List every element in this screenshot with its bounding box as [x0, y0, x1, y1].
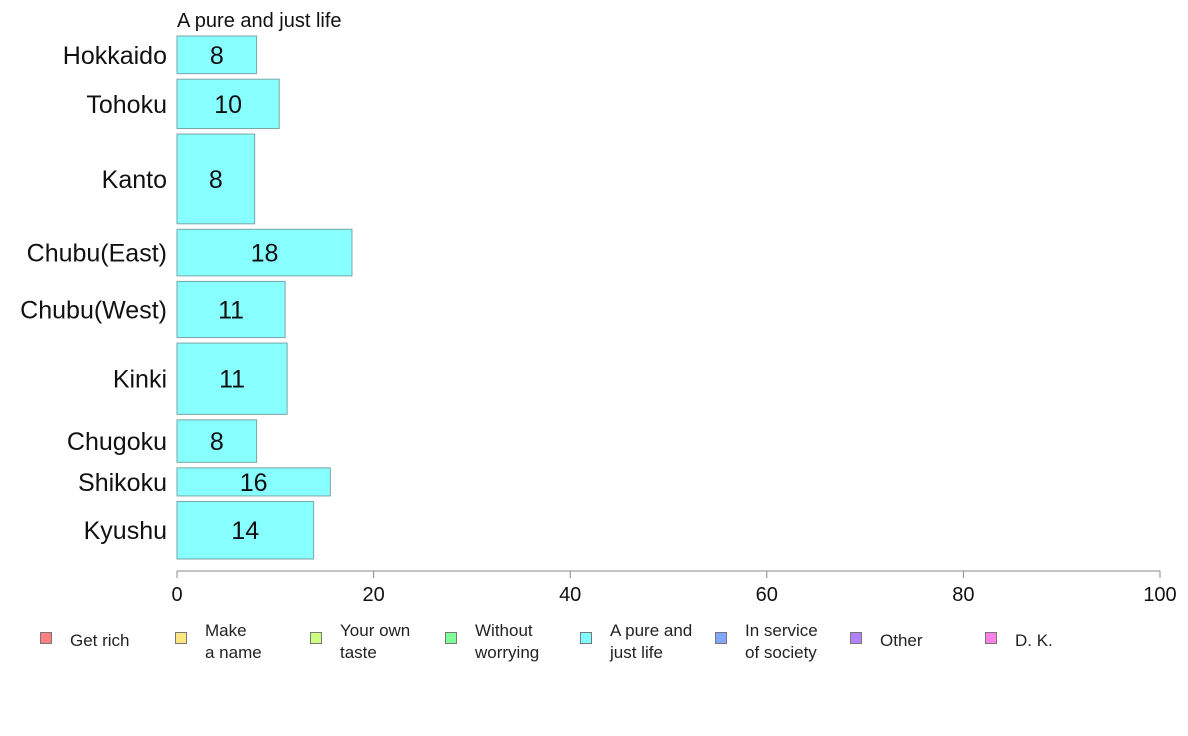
bar-value-label: 8: [210, 42, 224, 70]
bar-chubu-east: [176, 228, 353, 277]
bar-hokkaido: [176, 35, 258, 75]
category-label: Kinki: [113, 366, 167, 394]
legend-item: Your own taste: [310, 618, 440, 668]
bar-chugoku: [176, 419, 258, 463]
bar-shikoku: [176, 467, 331, 497]
bar-tohoku: [176, 78, 280, 130]
legend-label: Without worrying: [475, 621, 540, 662]
legend-swatch: [580, 632, 592, 644]
bar-value-label: 8: [209, 166, 223, 194]
category-label: Chugoku: [67, 428, 167, 456]
bar-value-label: 14: [231, 517, 259, 545]
legend-swatch: [715, 632, 727, 644]
x-tick-label: 40: [559, 584, 581, 606]
x-tick-label: 20: [362, 584, 384, 606]
legend-swatch: [40, 632, 52, 644]
bar-value-label: 10: [214, 91, 242, 119]
category-label: Tohoku: [86, 91, 167, 119]
category-label: Kyushu: [84, 517, 167, 545]
legend: Get rich Make a name Your own taste Without…: [0, 618, 1188, 668]
x-tick-label: 80: [952, 584, 974, 606]
bar-kanto: [176, 133, 256, 225]
legend-item: In service of society: [715, 618, 845, 668]
legend-label: D. K.: [1015, 631, 1053, 650]
legend-item: Make a name: [175, 618, 305, 668]
x-tick-label: 60: [756, 584, 778, 606]
legend-label: In service of society: [745, 621, 818, 662]
legend-label: Get rich: [70, 631, 130, 650]
bar-kinki: [176, 342, 288, 415]
legend-item: A pure and just life: [580, 618, 710, 668]
category-label: Shikoku: [78, 469, 167, 497]
chart-title: A pure and just life: [177, 10, 342, 32]
bar-value-label: 11: [219, 366, 245, 394]
bar-value-label: 11: [218, 296, 244, 324]
x-tick-label: 100: [1143, 584, 1176, 606]
legend-item: D. K.: [985, 618, 1115, 668]
legend-swatch: [310, 632, 322, 644]
legend-swatch: [850, 632, 862, 644]
bar-value-label: 18: [251, 240, 279, 268]
legend-swatch: [985, 632, 997, 644]
category-label: Chubu(East): [27, 240, 167, 268]
category-label: Hokkaido: [63, 42, 167, 70]
legend-label: Other: [880, 631, 923, 650]
bar-chart: A pure and just life Hokkaido 8 Tohoku 10 Ka…: [20, 10, 1177, 606]
x-axis: 0 20 40 60 80 100: [171, 570, 1177, 606]
x-tick-label: 0: [171, 584, 182, 606]
legend-item: Without worrying: [445, 618, 575, 668]
bar-value-label: 8: [210, 428, 224, 456]
legend-item: Get rich: [40, 618, 170, 668]
legend-label: Your own taste: [340, 621, 411, 662]
bars-group: Hokkaido 8 Tohoku 10 Kanto 8 Chubu(East) 18 Chub…: [20, 35, 353, 560]
category-label: Chubu(West): [20, 296, 167, 324]
legend-label: Make a name: [205, 621, 262, 662]
bar-value-label: 16: [240, 469, 268, 497]
legend-swatch: [445, 632, 457, 644]
category-label: Kanto: [102, 166, 167, 194]
legend-swatch: [175, 632, 187, 644]
legend-label: A pure and just life: [610, 621, 693, 662]
bar-chubu-west: [176, 280, 286, 339]
legend-item: Other: [850, 618, 980, 668]
bar-kyushu: [176, 500, 315, 560]
